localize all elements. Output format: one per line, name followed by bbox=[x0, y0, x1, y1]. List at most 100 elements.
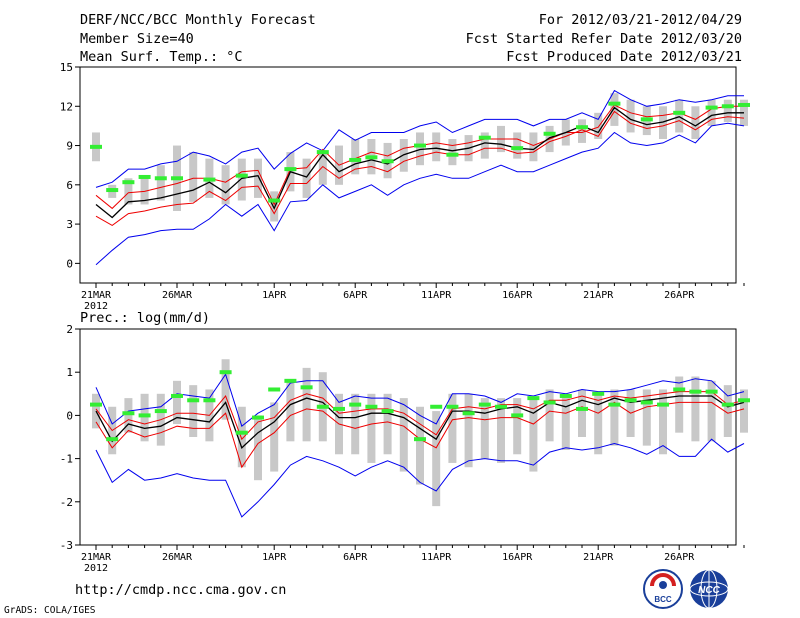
panel2-ytick-label: 2 bbox=[66, 323, 73, 336]
panel1-observed-mark bbox=[738, 102, 750, 107]
panel2-range-box bbox=[529, 398, 538, 472]
panel2-observed-mark bbox=[527, 396, 540, 401]
panel2-range-box bbox=[92, 393, 100, 429]
panel1-observed-mark bbox=[268, 198, 281, 203]
panel2-range-box bbox=[723, 385, 732, 437]
panel1-range-box bbox=[610, 93, 619, 126]
panel2-range-box bbox=[254, 415, 262, 481]
panel2-observed-mark bbox=[381, 409, 394, 414]
panel2-range-box bbox=[513, 398, 522, 455]
panel2-observed-mark bbox=[462, 411, 475, 416]
panel2-observed-mark bbox=[414, 437, 426, 442]
panel1-observed-mark bbox=[543, 131, 556, 136]
panel1-ytick-label: 15 bbox=[60, 61, 73, 74]
panel2-xtick-label: 26MAR bbox=[162, 552, 193, 563]
panel1-xtick-label: 26MAR bbox=[162, 290, 193, 301]
panel1-observed-mark bbox=[446, 152, 459, 157]
panel2-observed-mark bbox=[333, 406, 345, 411]
panel2-observed-mark bbox=[576, 406, 588, 411]
panel2-range-box bbox=[302, 367, 311, 442]
panel2-ensemble-min-line bbox=[95, 438, 745, 518]
panel2-range-box bbox=[740, 389, 748, 433]
panel1-range-box bbox=[124, 178, 133, 205]
panel2-observed-mark bbox=[446, 404, 459, 409]
panel1-xtick-label: 11APR bbox=[421, 290, 452, 301]
panel1-range-box bbox=[302, 158, 311, 198]
panel2-observed-mark bbox=[478, 402, 491, 407]
panel2-range-box bbox=[642, 389, 651, 446]
panel2-xtick-label: 11APR bbox=[421, 552, 452, 563]
panel2-range-box bbox=[189, 385, 198, 437]
panel2-observed-mark bbox=[154, 409, 167, 414]
panel1-range-box bbox=[432, 132, 441, 162]
panel2-xtick-year: 2012 bbox=[84, 563, 108, 574]
panel1-lower-quartile-line bbox=[95, 110, 745, 226]
panel2-range-box bbox=[221, 359, 230, 420]
panel1-range-box bbox=[270, 191, 279, 222]
panel1-range-box bbox=[156, 165, 165, 201]
panel2-range-box bbox=[173, 380, 181, 425]
panel2-observed-mark bbox=[284, 378, 297, 383]
panel1-xtick-label: 21MAR bbox=[81, 290, 112, 301]
panel1-range-box bbox=[351, 139, 360, 175]
panel2-observed-mark bbox=[138, 413, 151, 418]
panel2-range-box bbox=[545, 389, 554, 442]
panel2-range-box bbox=[367, 393, 376, 463]
panel2-observed-mark bbox=[316, 404, 329, 409]
panel1-observed-mark bbox=[478, 135, 491, 140]
panel1-ytick-label: 3 bbox=[66, 218, 73, 231]
panel2-ensemble-max-line bbox=[95, 373, 745, 428]
member-size: Member Size=40 bbox=[80, 31, 194, 47]
panel2-observed-mark bbox=[122, 411, 135, 416]
panel1-observed-mark bbox=[235, 173, 248, 178]
panel2-observed-mark bbox=[430, 404, 443, 409]
panel2-frame bbox=[79, 328, 737, 546]
panel1-observed-mark bbox=[414, 143, 426, 148]
panel1-observed-mark bbox=[705, 105, 718, 110]
panel1-range-box bbox=[691, 106, 700, 139]
chart-title: DERF/NCC/BCC Monthly Forecast bbox=[80, 12, 316, 28]
panel1-xtick-label: 16APR bbox=[502, 290, 533, 301]
ncc-logo-icon: NCC bbox=[689, 569, 729, 609]
variable-label: Mean Surf. Temp.: °C bbox=[80, 49, 243, 65]
panel1-xtick-label: 1APR bbox=[262, 290, 287, 301]
panel1-range-box bbox=[318, 152, 327, 185]
panel2-observed-mark bbox=[559, 393, 572, 398]
panel1-observed-mark bbox=[284, 167, 297, 172]
panel1-range-box bbox=[480, 132, 489, 159]
footer-url[interactable]: http://cmdp.ncc.cma.gov.cn bbox=[75, 582, 287, 598]
panel1-range-box bbox=[513, 132, 522, 159]
panel1-xtick-label: 26APR bbox=[664, 290, 695, 301]
panel2-observed-mark bbox=[268, 387, 281, 392]
panel1-ytick-label: 6 bbox=[66, 179, 73, 192]
panel2-range-box bbox=[448, 393, 457, 463]
ncc-logo-text: NCC bbox=[698, 585, 720, 596]
panel2-range-box bbox=[351, 393, 360, 455]
panel2-observed-mark bbox=[365, 404, 378, 409]
panel2-range-box bbox=[480, 398, 489, 459]
panel1-observed-mark bbox=[673, 110, 686, 115]
panel2-observed-mark bbox=[705, 389, 718, 394]
panel2-observed-mark bbox=[171, 393, 183, 398]
panel2-observed-mark bbox=[640, 400, 653, 405]
panel2-observed-mark bbox=[543, 400, 556, 405]
panel1-observed-mark bbox=[640, 117, 653, 122]
panel1-range-box bbox=[448, 139, 457, 166]
panel2-range-box bbox=[140, 393, 149, 442]
panel1-range-box bbox=[189, 152, 198, 202]
panel2-observed-mark bbox=[187, 398, 200, 403]
panel1-observed-mark bbox=[171, 176, 183, 181]
panel2-range-box bbox=[399, 398, 408, 472]
panel2-range-box bbox=[497, 398, 505, 463]
panel2-range-box bbox=[707, 380, 716, 442]
panel2-observed-mark bbox=[689, 389, 702, 394]
panel2-observed-mark bbox=[657, 402, 669, 407]
panel2-xtick-label: 26APR bbox=[664, 552, 695, 563]
panel2-observed-mark bbox=[90, 402, 102, 407]
panel1-ensemble-mean-line bbox=[95, 106, 744, 219]
panel2-observed-mark bbox=[106, 437, 119, 442]
panel1-ytick-label: 0 bbox=[66, 257, 73, 270]
panel2-range-box bbox=[416, 406, 424, 485]
panel2-observed-mark bbox=[721, 402, 734, 407]
